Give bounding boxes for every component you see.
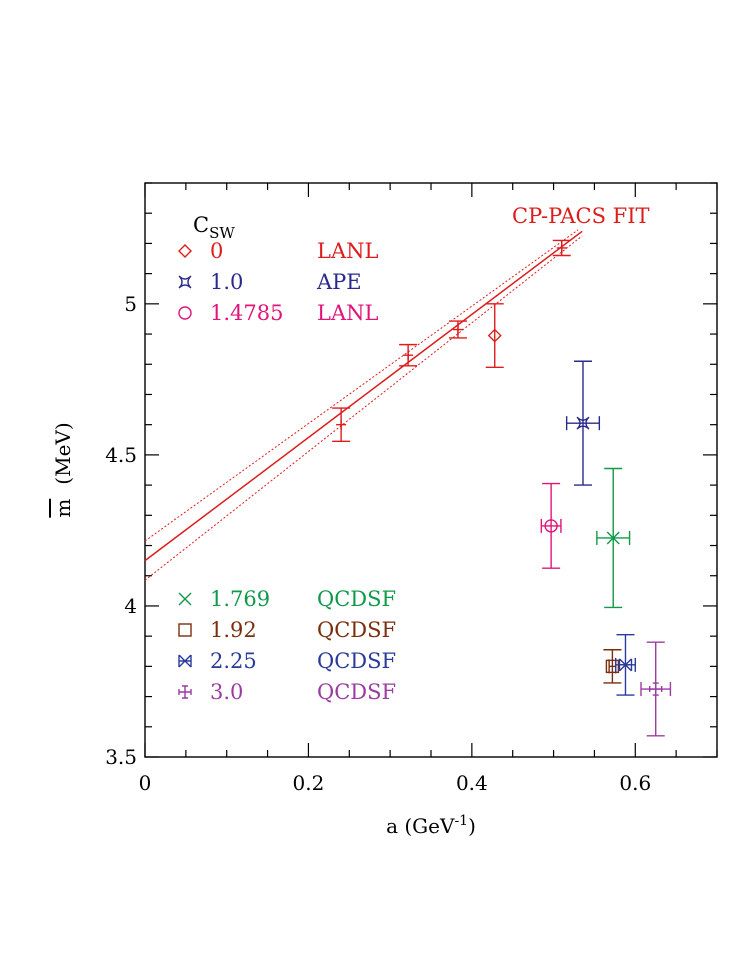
fit-lower-band xyxy=(144,235,583,581)
legend-entry: 1.0 APE xyxy=(178,270,362,294)
data-point-csw-3-0 xyxy=(640,641,672,737)
data-points xyxy=(332,239,672,737)
y-axis-title: m (MeV) xyxy=(51,422,75,517)
xbar-marker xyxy=(618,658,633,672)
x-tick-label: 0.2 xyxy=(293,771,325,795)
xbar-marker xyxy=(178,654,192,668)
square-marker xyxy=(605,659,620,674)
legend: 0 LANL 1.0 APE 1.4785 LANL 1.769 QCDSF 1.92 QCDSF… xyxy=(178,239,396,704)
circle-marker xyxy=(178,306,192,320)
data-point-csw-1-0 xyxy=(565,360,601,486)
cp-pacs-point xyxy=(552,239,571,257)
legend-entry: 0 LANL xyxy=(178,239,378,263)
legend-source: QCDSF xyxy=(317,587,396,611)
x-axis-title-text: a (GeV xyxy=(386,814,455,838)
plus-marker xyxy=(556,242,567,253)
axis-ticks: 0 0.2 0.4 0.6 3.5 4 4.5 5 xyxy=(105,182,718,795)
y-tick-label: 3.5 xyxy=(105,745,137,769)
y-tick-label: 4 xyxy=(124,594,137,618)
legend-entry: 1.769 QCDSF xyxy=(178,587,396,611)
legend-csw: 1.4785 xyxy=(210,301,283,325)
y-axis-units: (MeV) xyxy=(51,422,75,484)
fit-lines xyxy=(144,229,583,581)
data-point-csw-1-769 xyxy=(596,467,631,609)
legend-entry: 3.0 QCDSF xyxy=(178,680,396,704)
fit-label: CP-PACS FIT xyxy=(512,204,650,228)
legend-csw: 1.0 xyxy=(210,270,243,294)
x-axis-title-close: ) xyxy=(468,814,476,838)
fit-upper-band xyxy=(144,229,579,542)
plus-marker xyxy=(452,324,463,335)
y-tick-label: 5 xyxy=(124,292,137,316)
legend-source: LANL xyxy=(317,239,378,263)
x-tick-label: 0.6 xyxy=(619,771,651,795)
y-axis-title-text: m (MeV) xyxy=(51,422,75,517)
y-axis-symbol: m xyxy=(51,499,75,518)
plusbar-marker xyxy=(178,685,192,699)
legend-entry: 1.4785 LANL xyxy=(178,301,378,325)
x-axis-title: a (GeV-1) xyxy=(386,813,476,838)
fit-central-line xyxy=(144,230,583,562)
plus-marker xyxy=(403,350,414,361)
cp-pacs-point xyxy=(448,320,467,339)
legend-header-sub: SW xyxy=(209,224,235,242)
legend-csw: 2.25 xyxy=(210,649,257,673)
crossbox-marker xyxy=(178,275,192,289)
x-marker xyxy=(178,592,192,606)
legend-csw: 3.0 xyxy=(210,680,243,704)
data-point-csw-1-92 xyxy=(603,649,622,684)
circle-marker xyxy=(544,519,558,533)
x-tick-label: 0.4 xyxy=(456,771,488,795)
legend-entry: 1.92 QCDSF xyxy=(178,618,396,642)
legend-source: QCDSF xyxy=(317,649,396,673)
data-point-csw-0 xyxy=(485,303,504,368)
x-marker xyxy=(606,531,620,545)
y-tick-label: 4.5 xyxy=(105,443,137,467)
legend-source: APE xyxy=(316,270,362,294)
cp-pacs-point xyxy=(399,343,418,367)
legend-csw: 0 xyxy=(210,239,223,263)
x-axis-title-sup: -1 xyxy=(454,813,468,829)
data-point-csw-1-4785 xyxy=(540,482,562,569)
diamond-marker xyxy=(487,328,502,343)
legend-entry: 2.25 QCDSF xyxy=(178,649,396,673)
diamond-marker xyxy=(178,244,192,258)
plusbar-marker xyxy=(649,682,663,696)
legend-header-main: C xyxy=(193,213,209,237)
square-marker xyxy=(178,623,192,637)
legend-source: QCDSF xyxy=(317,618,396,642)
plus-marker xyxy=(336,419,347,430)
x-tick-label: 0 xyxy=(139,771,152,795)
data-point-csw-2-25 xyxy=(614,633,636,696)
legend-header: CSW xyxy=(193,213,235,242)
cp-pacs-point xyxy=(332,407,351,442)
legend-source: LANL xyxy=(317,301,378,325)
legend-source: QCDSF xyxy=(317,680,396,704)
legend-csw: 1.769 xyxy=(210,587,270,611)
legend-csw: 1.92 xyxy=(210,618,257,642)
